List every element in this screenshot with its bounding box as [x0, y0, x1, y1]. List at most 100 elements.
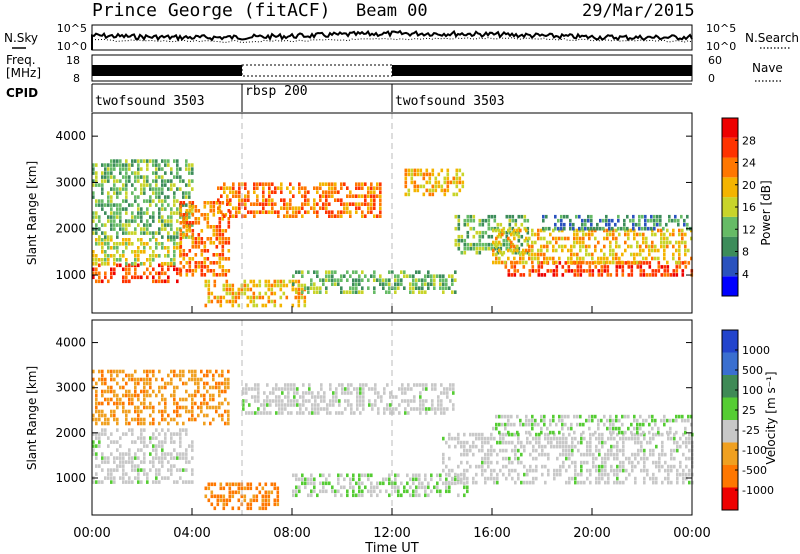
- power-cell: [134, 250, 137, 254]
- velocity-cell: [559, 472, 562, 477]
- power-cell: [200, 229, 204, 233]
- power-cell: [537, 256, 540, 261]
- velocity-cell: [646, 472, 649, 477]
- velocity-cell: [128, 476, 131, 480]
- power-cell: [155, 179, 158, 183]
- power-cell: [119, 258, 122, 262]
- velocity-cell: [301, 473, 304, 478]
- power-cell: [95, 223, 98, 227]
- velocity-cell: [624, 430, 627, 435]
- power-cell: [431, 184, 435, 189]
- velocity-cell: [338, 399, 341, 403]
- velocity-cell: [161, 377, 164, 382]
- power-cell: [517, 234, 521, 239]
- power-cell: [137, 275, 140, 280]
- velocity-cell: [352, 473, 355, 478]
- velocity-cell: [510, 422, 513, 427]
- velocity-cell: [633, 418, 636, 423]
- power-cell: [98, 271, 101, 276]
- velocity-cell: [466, 480, 469, 485]
- velocity-cell: [516, 430, 519, 435]
- velocity-cell: [164, 385, 167, 390]
- power-cell: [505, 214, 509, 219]
- velocity-colorbar-swatch: [722, 465, 738, 488]
- velocity-cell: [520, 440, 523, 445]
- power-cell: [331, 210, 334, 214]
- power-ytick-label: 2000: [55, 222, 86, 236]
- velocity-cell: [643, 464, 646, 469]
- velocity-cell: [558, 418, 561, 423]
- power-cell: [185, 225, 189, 229]
- velocity-cell: [607, 436, 610, 441]
- velocity-cell: [419, 403, 422, 407]
- velocity-cell: [463, 485, 466, 490]
- velocity-cell: [329, 411, 332, 415]
- power-cell: [231, 283, 235, 288]
- freq-band-seg1: [92, 65, 242, 76]
- power-cell: [560, 214, 563, 219]
- velocity-cell: [155, 448, 158, 452]
- velocity-cell: [490, 468, 493, 473]
- velocity-cell: [258, 506, 262, 511]
- velocity-cell: [610, 444, 613, 449]
- velocity-cell: [478, 432, 481, 437]
- velocity-cell: [666, 430, 669, 435]
- power-cell: [505, 238, 509, 243]
- power-cell: [605, 218, 608, 223]
- velocity-cell: [122, 377, 125, 382]
- velocity-cell: [445, 485, 448, 490]
- power-cell: [650, 218, 653, 223]
- power-cell: [149, 215, 152, 219]
- velocity-cell: [261, 494, 265, 499]
- power-cell: [663, 244, 666, 249]
- velocity-cell: [601, 440, 604, 445]
- power-cell: [210, 299, 214, 304]
- power-cell: [421, 282, 424, 286]
- power-cell: [493, 226, 497, 231]
- power-cell: [231, 291, 235, 296]
- velocity-cell: [337, 473, 340, 478]
- velocity-cell: [149, 436, 152, 440]
- velocity-cell: [213, 494, 217, 499]
- power-cell: [191, 207, 194, 211]
- power-cell: [659, 222, 662, 227]
- power-cell: [101, 242, 104, 246]
- velocity-cell: [335, 399, 338, 403]
- power-cell: [623, 226, 626, 231]
- velocity-cell: [511, 468, 514, 473]
- velocity-cell: [149, 369, 152, 374]
- power-cell: [110, 238, 113, 242]
- velocity-cell: [140, 448, 143, 452]
- power-cell: [164, 163, 167, 167]
- velocity-cell: [340, 473, 343, 478]
- velocity-cell: [215, 369, 218, 374]
- power-cell: [546, 248, 549, 253]
- velocity-cell: [613, 480, 616, 485]
- velocity-cell: [422, 407, 425, 411]
- velocity-cell: [320, 399, 323, 403]
- velocity-cell: [242, 391, 245, 395]
- power-cell: [225, 287, 229, 292]
- power-cell: [346, 194, 349, 198]
- power-cell: [152, 235, 155, 239]
- velocity-cell: [245, 399, 248, 403]
- power-cell: [603, 252, 606, 257]
- power-cell: [633, 256, 636, 261]
- power-cell: [128, 179, 131, 183]
- power-cell: [478, 230, 482, 235]
- power-cell: [95, 238, 98, 242]
- power-cell: [258, 279, 262, 284]
- power-cell: [134, 262, 137, 266]
- power-cell: [554, 226, 557, 231]
- power-cell: [161, 187, 164, 191]
- power-cell: [355, 182, 358, 186]
- velocity-cell: [565, 480, 568, 485]
- power-cell: [585, 244, 588, 249]
- velocity-cell: [122, 472, 125, 476]
- power-cell: [581, 222, 584, 227]
- velocity-colorbar-tick: 100: [742, 384, 763, 397]
- power-cell: [457, 242, 461, 247]
- velocity-cell: [137, 436, 140, 440]
- power-cell: [295, 206, 298, 210]
- power-cell: [502, 230, 506, 235]
